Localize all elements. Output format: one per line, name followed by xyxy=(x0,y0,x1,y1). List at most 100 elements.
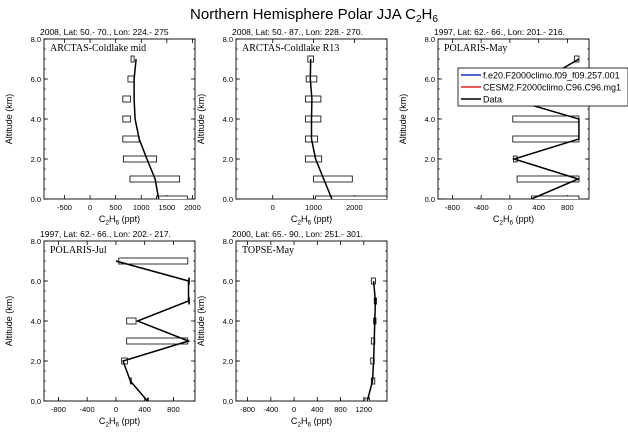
ytick-label-5-3: 6.0 xyxy=(223,277,233,286)
panel-header-2: 2008, Lat: 50.- 87., Lon: 228.- 270. xyxy=(232,27,363,37)
legend-label-3: Data xyxy=(483,95,502,105)
data-box-2-1 xyxy=(313,175,353,183)
ytick-label-4-4: 8.0 xyxy=(31,237,41,246)
x-axis-label-4: C2H6 (ppt) xyxy=(99,416,140,429)
panel-4: 1997, Lat: 62.- 66., Lon: 202.- 217. POLA… xyxy=(4,229,196,429)
panels: 2008, Lat: 50.- 70., Lon: 224.- 275 ARCTA… xyxy=(4,27,590,429)
legend-label-2: CESM2.F2000climo.C96.C96.mg1 xyxy=(483,83,621,93)
data-line-1 xyxy=(133,58,160,199)
data-layer-5 xyxy=(364,277,377,401)
panel-header-5: 2000, Lat: 65.- 90., Lon: 251.- 301. xyxy=(232,229,363,239)
xtick-label-4-0: -800 xyxy=(51,405,66,414)
xtick-label-1-1: 0 xyxy=(88,203,92,212)
xtick-label-1-2: 500 xyxy=(109,203,122,212)
x-axis-label-5: C2H6 (ppt) xyxy=(291,416,332,429)
data-box-3-0 xyxy=(531,195,580,199)
panel-1: 2008, Lat: 50.- 70., Lon: 224.- 275 ARCTA… xyxy=(4,27,201,227)
y-axis-label-4: Altitude (km) xyxy=(4,296,14,347)
ytick-label-3-4: 8.0 xyxy=(425,35,435,44)
panel-2: 2008, Lat: 50.- 87., Lon: 228.- 270. ARCT… xyxy=(196,27,388,227)
xtick-label-5-4: 800 xyxy=(334,405,347,414)
ytick-label-1-3: 6.0 xyxy=(31,75,41,84)
data-box-1-2 xyxy=(122,155,158,163)
xtick-label-5-1: -400 xyxy=(263,405,278,414)
xtick-label-4-4: 800 xyxy=(167,405,180,414)
data-box-2-6 xyxy=(305,75,318,83)
y-axis-label-1: Altitude (km) xyxy=(4,94,14,145)
legend-label-1: f.e20.F2000climo.f09_f09.257.001 xyxy=(483,71,620,81)
xtick-label-4-2: 0 xyxy=(114,405,118,414)
ytick-label-3-1: 2.0 xyxy=(425,155,435,164)
x-axis-label-3: C2H6 (ppt) xyxy=(493,214,534,227)
ytick-label-5-4: 8.0 xyxy=(223,237,233,246)
data-box-1-4 xyxy=(122,115,131,123)
panel-header-4: 1997, Lat: 62.- 66., Lon: 202.- 217. xyxy=(40,229,171,239)
data-box-2-2 xyxy=(304,155,323,163)
data-box-3-4 xyxy=(512,115,580,123)
data-box-3-6 xyxy=(574,55,580,63)
ytick-label-3-2: 4.0 xyxy=(425,115,435,124)
ytick-label-1-0: 0.0 xyxy=(31,195,41,204)
data-box-4-0 xyxy=(147,397,149,401)
data-layer-2 xyxy=(304,55,387,199)
data-box-4-3 xyxy=(126,337,189,345)
ytick-label-3-3: 6.0 xyxy=(425,75,435,84)
ytick-label-5-2: 4.0 xyxy=(223,317,233,326)
ytick-label-2-4: 8.0 xyxy=(223,35,233,44)
data-box-1-0 xyxy=(156,195,188,199)
xtick-label-3-0: -800 xyxy=(445,203,460,212)
plot-frame-4 xyxy=(43,240,196,402)
panel-header-3: 1997, Lat: 62.- 66., Lon: 201.- 216. xyxy=(434,27,565,37)
data-box-3-3 xyxy=(512,135,580,143)
ytick-label-1-2: 4.0 xyxy=(31,115,41,124)
ytick-label-4-3: 6.0 xyxy=(31,277,41,286)
data-box-2-5 xyxy=(304,95,322,103)
ytick-label-1-1: 2.0 xyxy=(31,155,41,164)
data-box-1-5 xyxy=(122,95,131,103)
xtick-label-5-5: 1200 xyxy=(355,405,372,414)
legend-box xyxy=(457,67,628,107)
xtick-label-3-2: 0 xyxy=(508,203,512,212)
figure-title: Northern Hemisphere Polar JJA C2H6 xyxy=(190,6,438,25)
ytick-label-5-1: 2.0 xyxy=(223,357,233,366)
x-axis-label-2: C2H6 (ppt) xyxy=(291,214,332,227)
xtick-label-1-3: 1000 xyxy=(133,203,150,212)
ytick-label-5-0: 0.0 xyxy=(223,397,233,406)
ytick-label-2-0: 0.0 xyxy=(223,195,233,204)
xtick-label-1-4: 1500 xyxy=(159,203,176,212)
campaign-label-4: POLARIS-Jul xyxy=(50,245,107,256)
panel-3: 1997, Lat: 62.- 66., Lon: 201.- 216. POLA… xyxy=(398,27,590,227)
xtick-label-5-2: 0 xyxy=(292,405,296,414)
xtick-label-2-0: 0 xyxy=(271,203,275,212)
panel-5: 2000, Lat: 65.- 90., Lon: 251.- 301. TOPS… xyxy=(196,229,388,429)
y-axis-label-2: Altitude (km) xyxy=(196,94,206,145)
data-layer-1 xyxy=(122,55,188,199)
ytick-label-3-0: 0.0 xyxy=(425,195,435,204)
legend: f.e20.F2000climo.f09_f09.257.001 CESM2.F… xyxy=(457,67,628,107)
data-box-1-7 xyxy=(130,55,135,63)
xtick-label-4-3: 400 xyxy=(138,405,151,414)
data-line-2 xyxy=(309,58,333,199)
xtick-label-2-2: 2000 xyxy=(346,203,363,212)
data-box-4-4 xyxy=(126,317,137,325)
ytick-label-2-1: 2.0 xyxy=(223,155,233,164)
x-axis-label-1: C2H6 (ppt) xyxy=(99,214,140,227)
y-axis-label-5: Altitude (km) xyxy=(196,296,206,347)
xtick-label-1-5: 2000 xyxy=(184,203,201,212)
campaign-label-2: ARCTAS-Coldlake R13 xyxy=(242,43,339,54)
xtick-label-3-4: 800 xyxy=(561,203,574,212)
campaign-label-1: ARCTAS-Coldlake mid xyxy=(50,43,146,54)
ytick-label-2-2: 4.0 xyxy=(223,115,233,124)
plot-frame-1 xyxy=(43,38,196,200)
ytick-label-4-0: 0.0 xyxy=(31,397,41,406)
ytick-label-4-2: 4.0 xyxy=(31,317,41,326)
xtick-label-3-3: 400 xyxy=(532,203,545,212)
ytick-label-2-3: 6.0 xyxy=(223,75,233,84)
data-layer-4 xyxy=(115,257,191,401)
campaign-label-5: TOPSE-May xyxy=(242,245,294,256)
data-line-4 xyxy=(115,260,191,401)
data-box-2-4 xyxy=(304,115,322,123)
y-axis-label-3: Altitude (km) xyxy=(398,94,408,145)
data-box-2-0 xyxy=(315,195,387,199)
